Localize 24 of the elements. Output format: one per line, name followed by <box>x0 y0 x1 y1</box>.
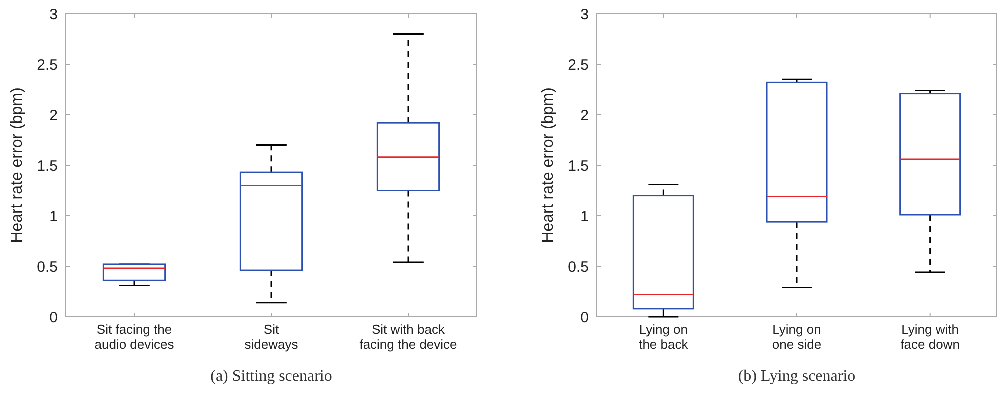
y-tick-label: 3 <box>580 6 589 24</box>
x-tick-label: Sit sideways <box>244 322 299 352</box>
x-tick-label: Lying with face down <box>900 322 960 352</box>
x-tick-label: Lying on the back <box>639 322 689 352</box>
y-tick-label: 0.5 <box>568 258 589 276</box>
text: (a) Sitting scenario <box>210 368 332 385</box>
x-tick-label: Sit with back facing the device <box>360 322 458 352</box>
x-tick-label: Lying on one side <box>772 322 822 352</box>
x-tick-label: Sit facing the audio devices <box>94 322 175 352</box>
y-tick-label: 2 <box>580 107 589 124</box>
y-tick-label: 0.5 <box>37 258 58 276</box>
y-tick-label: 2.5 <box>37 56 58 74</box>
y-tick-label: 2.5 <box>568 56 589 74</box>
y-tick-label: 2 <box>50 107 58 124</box>
y-tick-label: 1.5 <box>568 158 589 175</box>
y-tick-label: 1 <box>50 208 58 226</box>
y-axis-title: Heart rate error (bpm) <box>9 88 26 244</box>
y-axis-title: Heart rate error (bpm) <box>540 88 557 244</box>
y-tick-label: 1 <box>580 208 589 226</box>
y-tick-label: 0 <box>580 309 589 326</box>
y-tick-label: 3 <box>50 6 58 24</box>
y-tick-label: 1.5 <box>37 158 58 175</box>
y-tick-label: 0 <box>50 309 58 326</box>
text: (b) Lying scenario <box>738 368 856 385</box>
